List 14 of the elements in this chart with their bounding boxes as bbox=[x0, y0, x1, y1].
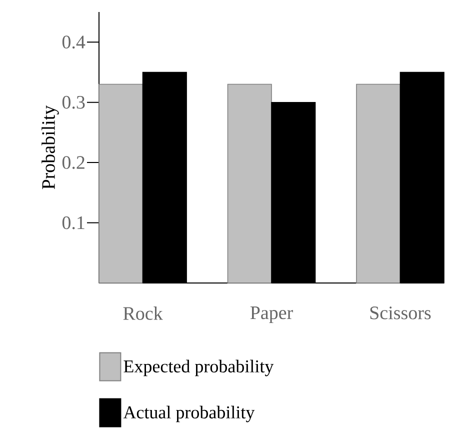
x-tick-label: Rock bbox=[123, 306, 163, 320]
legend-label: Actual probability bbox=[123, 406, 255, 422]
bar bbox=[356, 84, 401, 284]
y-tick-label: 0.2 bbox=[62, 156, 84, 170]
y-tick-label: 0.3 bbox=[62, 96, 85, 109]
y-tick-label: 0.4 bbox=[62, 36, 86, 49]
y-tick-label: 0.1 bbox=[62, 216, 84, 230]
bar bbox=[400, 72, 444, 284]
y-axis-title: Probability bbox=[42, 105, 59, 190]
bar bbox=[227, 84, 272, 284]
x-tick-label: Paper bbox=[250, 306, 293, 324]
bar bbox=[98, 84, 144, 284]
legend-label: Expected probability bbox=[124, 360, 274, 376]
x-tick-label: Scissors bbox=[370, 306, 431, 320]
